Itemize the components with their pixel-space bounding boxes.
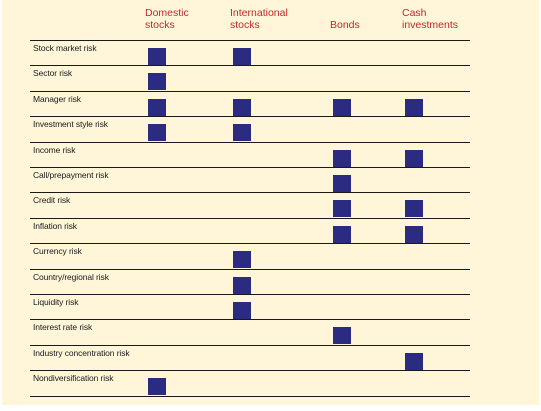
risk-label: Income risk	[33, 144, 76, 155]
risk-marker-square	[233, 98, 251, 116]
table-row: Interest rate risk	[30, 319, 470, 345]
risk-marker-square	[148, 378, 166, 396]
risk-label: Stock market risk	[33, 43, 97, 53]
table-row: Industry concentration risk	[30, 344, 470, 370]
column-header-line1: Domestic	[145, 7, 189, 19]
risk-label: Sector risk	[33, 68, 73, 79]
column-header-3: Cash investments	[402, 7, 458, 31]
risk-marker-square	[148, 124, 166, 142]
table-bottom-rule	[30, 396, 470, 397]
risk-marker-square	[233, 302, 251, 319]
risk-marker-square	[405, 225, 423, 243]
risk-marker-square	[233, 48, 251, 65]
risk-marker-square	[333, 149, 351, 167]
column-header-line1: International	[230, 7, 288, 19]
risk-marker-square	[148, 48, 166, 65]
table-row: Investment style risk	[30, 116, 470, 142]
risk-label: Currency risk	[33, 246, 82, 257]
risk-label: Industry concentration risk	[33, 347, 130, 358]
column-header-2: Bonds	[330, 7, 360, 31]
table-row: Income risk	[30, 141, 470, 167]
risk-label: Nondiversification risk	[33, 373, 114, 384]
risk-label: Liquidity risk	[33, 297, 79, 307]
risk-marker-square	[405, 352, 423, 370]
column-header-0: Domestic stocks	[145, 7, 189, 31]
table-row: Credit risk	[30, 192, 470, 218]
table-row: Country/regional risk	[30, 268, 470, 294]
risk-marker-square	[233, 124, 251, 142]
risk-marker-square	[333, 327, 351, 345]
column-header-line1: Cash	[402, 7, 427, 19]
risk-marker-square	[148, 98, 166, 116]
risk-label: Country/regional risk	[33, 271, 109, 282]
column-header-line1	[330, 7, 360, 19]
risk-marker-square	[333, 225, 351, 243]
column-header-line2: investments	[402, 19, 459, 31]
risk-marker-square	[148, 73, 166, 91]
risk-label: Credit risk	[33, 195, 71, 206]
column-header-line2: stocks	[145, 19, 175, 31]
table-row: Manager risk	[30, 90, 470, 116]
table-row: Sector risk	[30, 65, 470, 91]
risk-marker-square	[405, 98, 423, 116]
table-row: Inflation risk	[30, 217, 470, 243]
risk-marker-square	[233, 251, 251, 269]
table-row: Nondiversification risk	[30, 370, 470, 396]
risk-label: Manager risk	[33, 93, 81, 104]
table-row: Call/prepayment risk	[30, 167, 470, 192]
risk-marker-square	[233, 276, 251, 294]
column-header-line2: Bonds	[330, 19, 360, 31]
table-row: Currency risk	[30, 243, 470, 269]
table-row: Liquidity risk	[30, 294, 470, 319]
table-row: Stock market risk	[30, 40, 470, 65]
risk-marker-square	[333, 200, 351, 218]
risk-label: Investment style risk	[33, 119, 108, 130]
risk-marker-square	[405, 149, 423, 167]
column-header-1: International stocks	[230, 7, 288, 31]
risk-marker-square	[405, 200, 423, 218]
risk-marker-square	[333, 175, 351, 192]
risk-label: Inflation risk	[33, 220, 77, 231]
column-header-line2: stocks	[230, 19, 260, 31]
risk-label: Call/prepayment risk	[33, 170, 109, 180]
risk-marker-square	[333, 98, 351, 116]
risk-matrix-panel: Domestic stocks International stocks Bonds C…	[2, 0, 539, 405]
risk-label: Interest rate risk	[33, 322, 93, 333]
